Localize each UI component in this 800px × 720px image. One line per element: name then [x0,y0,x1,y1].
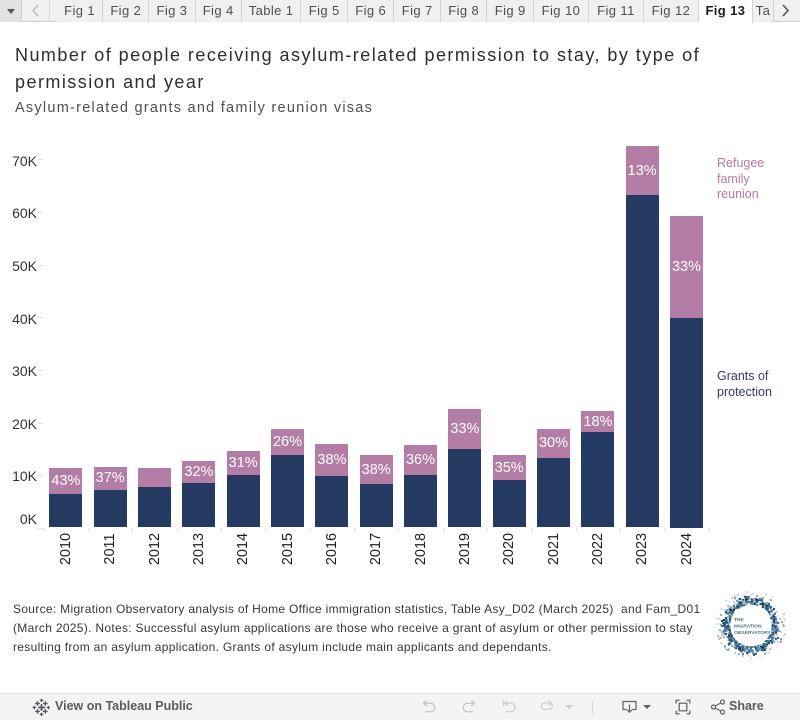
svg-text:OBSERVATORY: OBSERVATORY [734,630,771,636]
svg-text:THE: THE [734,617,745,623]
svg-text:MIGRATION: MIGRATION [734,624,762,630]
